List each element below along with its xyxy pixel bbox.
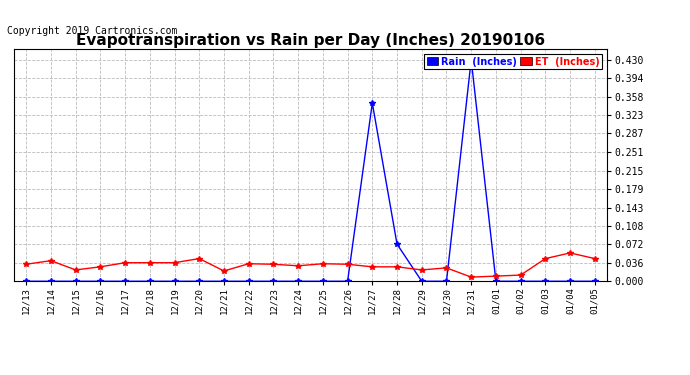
Text: Copyright 2019 Cartronics.com: Copyright 2019 Cartronics.com — [7, 26, 177, 36]
Title: Evapotranspiration vs Rain per Day (Inches) 20190106: Evapotranspiration vs Rain per Day (Inch… — [76, 33, 545, 48]
Legend: Rain  (Inches), ET  (Inches): Rain (Inches), ET (Inches) — [424, 54, 602, 69]
